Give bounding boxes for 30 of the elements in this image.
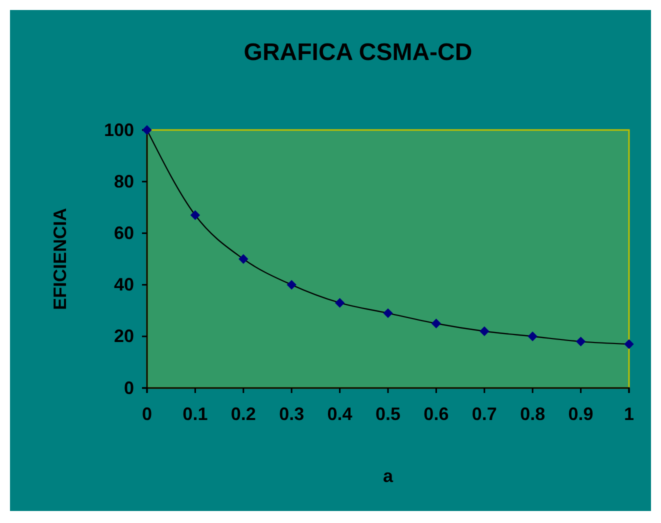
point: [624, 339, 634, 349]
x-tick-label: 0.5: [375, 404, 401, 424]
x-tick-label: 0: [142, 404, 152, 424]
y-tick-label: 60: [114, 222, 134, 243]
chart-title: GRAFICA CSMA-CD: [244, 39, 472, 66]
y-tick-label: 0: [124, 378, 134, 398]
x-tick-label: 0.6: [424, 404, 449, 424]
x-tick-label: 0.3: [279, 404, 304, 424]
point: [334, 298, 345, 308]
point: [576, 336, 586, 346]
x-tick-label: 0.8: [520, 404, 546, 424]
x-tick-label: 1: [624, 404, 634, 424]
x-tick-label: 0.9: [568, 404, 594, 424]
y-axis-title: EFICIENCIA: [50, 208, 70, 310]
point: [431, 318, 442, 328]
y-tick-label: 20: [114, 326, 134, 346]
x-axis-title: a: [382, 466, 394, 486]
y-tick-label: 80: [114, 171, 134, 192]
y-tick-label: 40: [114, 274, 134, 295]
point: [238, 254, 248, 264]
point: [528, 332, 538, 342]
x-tick-label: 0.1: [182, 404, 208, 424]
point: [286, 280, 296, 290]
y-tick-label: 100: [104, 120, 134, 140]
x-tick-label: 0.7: [472, 404, 497, 424]
point: [480, 326, 490, 336]
point: [383, 308, 393, 318]
x-tick-label: 0.2: [230, 404, 256, 424]
point: [190, 210, 200, 220]
x-tick-label: 0.4: [327, 404, 352, 424]
